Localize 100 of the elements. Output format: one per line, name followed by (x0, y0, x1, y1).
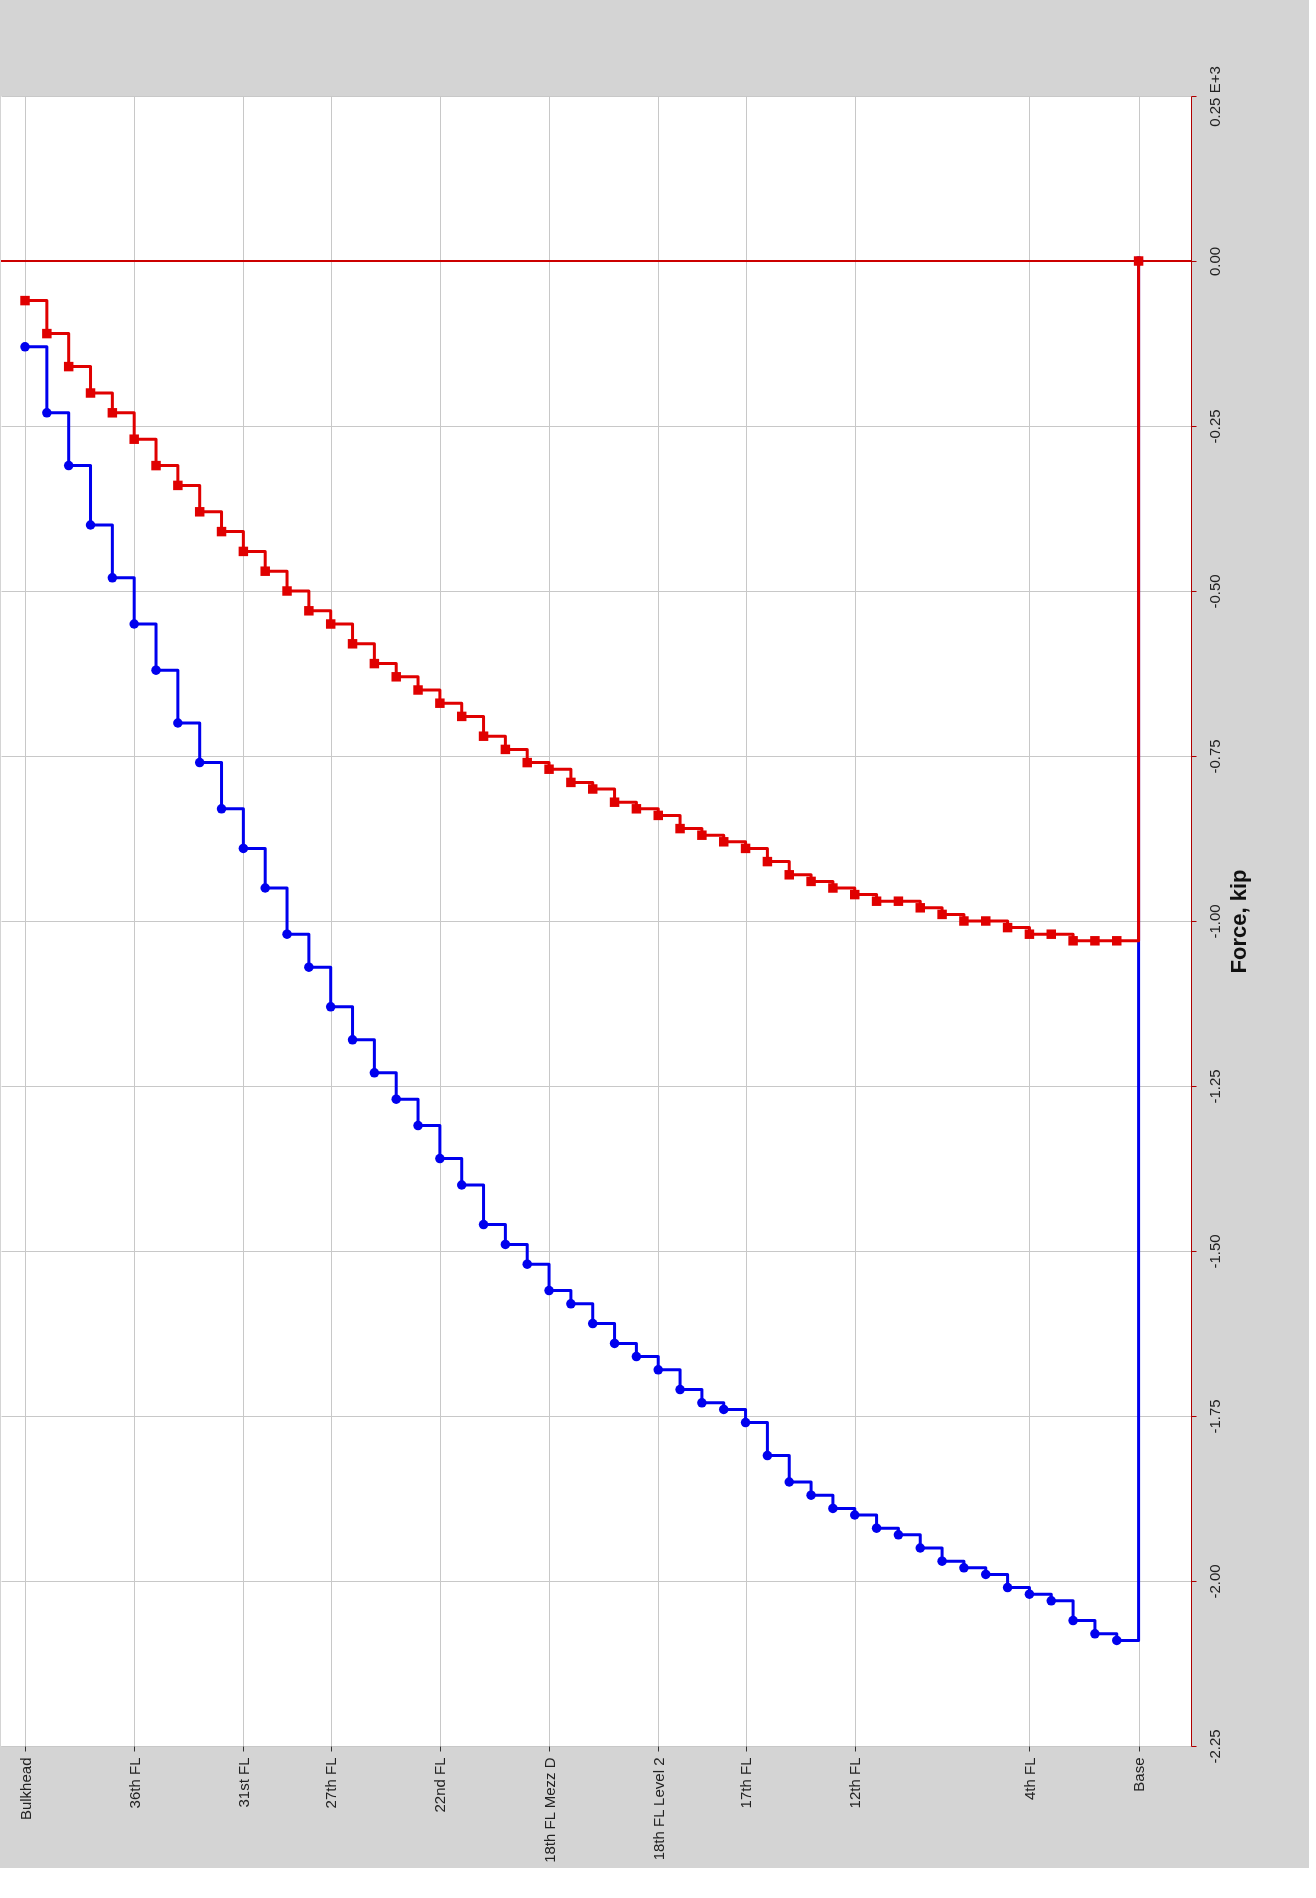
point (631, 804, 642, 814)
y-tick-label: -0.25 (1205, 409, 1223, 444)
point (151, 460, 161, 471)
point (959, 916, 969, 926)
point (304, 606, 314, 616)
point (784, 870, 794, 880)
point (762, 1450, 773, 1461)
point (653, 810, 663, 821)
point (740, 843, 751, 854)
point (959, 1563, 969, 1573)
x-tick-label: 4th FL (1020, 1757, 1038, 1801)
point (20, 295, 30, 306)
point (828, 1503, 838, 1514)
point (1112, 936, 1122, 946)
point (42, 408, 52, 418)
x-tick-label: 12th FL (846, 1757, 864, 1809)
y-tick-label: 0.00 (1205, 246, 1223, 277)
point (675, 823, 685, 834)
point (63, 460, 74, 471)
point (413, 1120, 423, 1131)
point (871, 1523, 882, 1533)
point (675, 1384, 685, 1395)
point (1046, 929, 1056, 939)
point (304, 962, 314, 972)
point (609, 797, 620, 807)
point (587, 784, 598, 794)
point (784, 1477, 794, 1487)
point (282, 586, 292, 596)
point (413, 685, 423, 695)
x-tick-label: 17th FL (737, 1757, 755, 1809)
point (63, 361, 74, 372)
point (238, 843, 249, 854)
point (173, 480, 183, 491)
point (369, 1068, 380, 1078)
y-tick-label: -0.50 (1205, 574, 1223, 609)
point (500, 1239, 511, 1250)
x-tick-label: 18th FL Mezz D (540, 1757, 558, 1863)
point (915, 1543, 925, 1553)
point (828, 883, 838, 893)
point (850, 1510, 860, 1520)
y-tick-label: -2.00 (1205, 1564, 1223, 1599)
point (981, 916, 991, 926)
point (129, 619, 139, 629)
point (544, 1285, 554, 1296)
point (107, 573, 118, 583)
point (1046, 1596, 1056, 1606)
point (325, 619, 336, 629)
point (369, 658, 380, 669)
x-tick-label: Bulkhead (16, 1757, 34, 1821)
point (587, 1318, 598, 1329)
point (1068, 936, 1078, 946)
point (1112, 1635, 1122, 1646)
point (20, 342, 30, 352)
y-tick-label: 0.25 E+3 (1205, 66, 1223, 127)
x-tick-label: 22nd FL (431, 1757, 449, 1813)
y-tick-label: -1.75 (1205, 1399, 1223, 1434)
x-tick-label: Base (1130, 1757, 1148, 1792)
point (194, 757, 205, 768)
point (1024, 1589, 1035, 1599)
x-tick-label: 27th FL (322, 1757, 340, 1809)
point (151, 665, 161, 675)
point (391, 1094, 401, 1104)
point (981, 1569, 991, 1580)
point (915, 903, 925, 913)
point (500, 744, 511, 755)
point (347, 1035, 358, 1045)
point (544, 764, 554, 774)
point (282, 929, 292, 939)
point (85, 388, 96, 398)
y-tick-label: -1.00 (1205, 904, 1223, 939)
point (478, 731, 489, 741)
point (129, 434, 139, 444)
point (260, 883, 270, 893)
point (1002, 1582, 1013, 1593)
point (1090, 936, 1100, 946)
point (718, 1404, 729, 1415)
point (871, 896, 882, 906)
point (937, 909, 947, 920)
point (653, 1365, 663, 1375)
point (391, 672, 401, 682)
x-tick-label: 31st FL (234, 1757, 252, 1808)
point (42, 328, 52, 339)
point (107, 408, 118, 418)
point (806, 1490, 816, 1500)
point (478, 1219, 489, 1230)
point (697, 1398, 707, 1408)
y-tick-label: -1.50 (1205, 1234, 1223, 1269)
point (566, 777, 576, 788)
y-tick-label: -0.75 (1205, 739, 1223, 774)
point (937, 1556, 947, 1566)
point (1024, 929, 1035, 939)
point (435, 1153, 445, 1164)
x-tick-label: 18th FL Level 2 (649, 1757, 667, 1861)
point (893, 896, 904, 906)
point (893, 1530, 904, 1540)
point (456, 711, 467, 722)
point (1068, 1615, 1078, 1626)
x-tick-label: 36th FL (125, 1757, 143, 1809)
point (194, 507, 205, 517)
point (522, 757, 532, 768)
